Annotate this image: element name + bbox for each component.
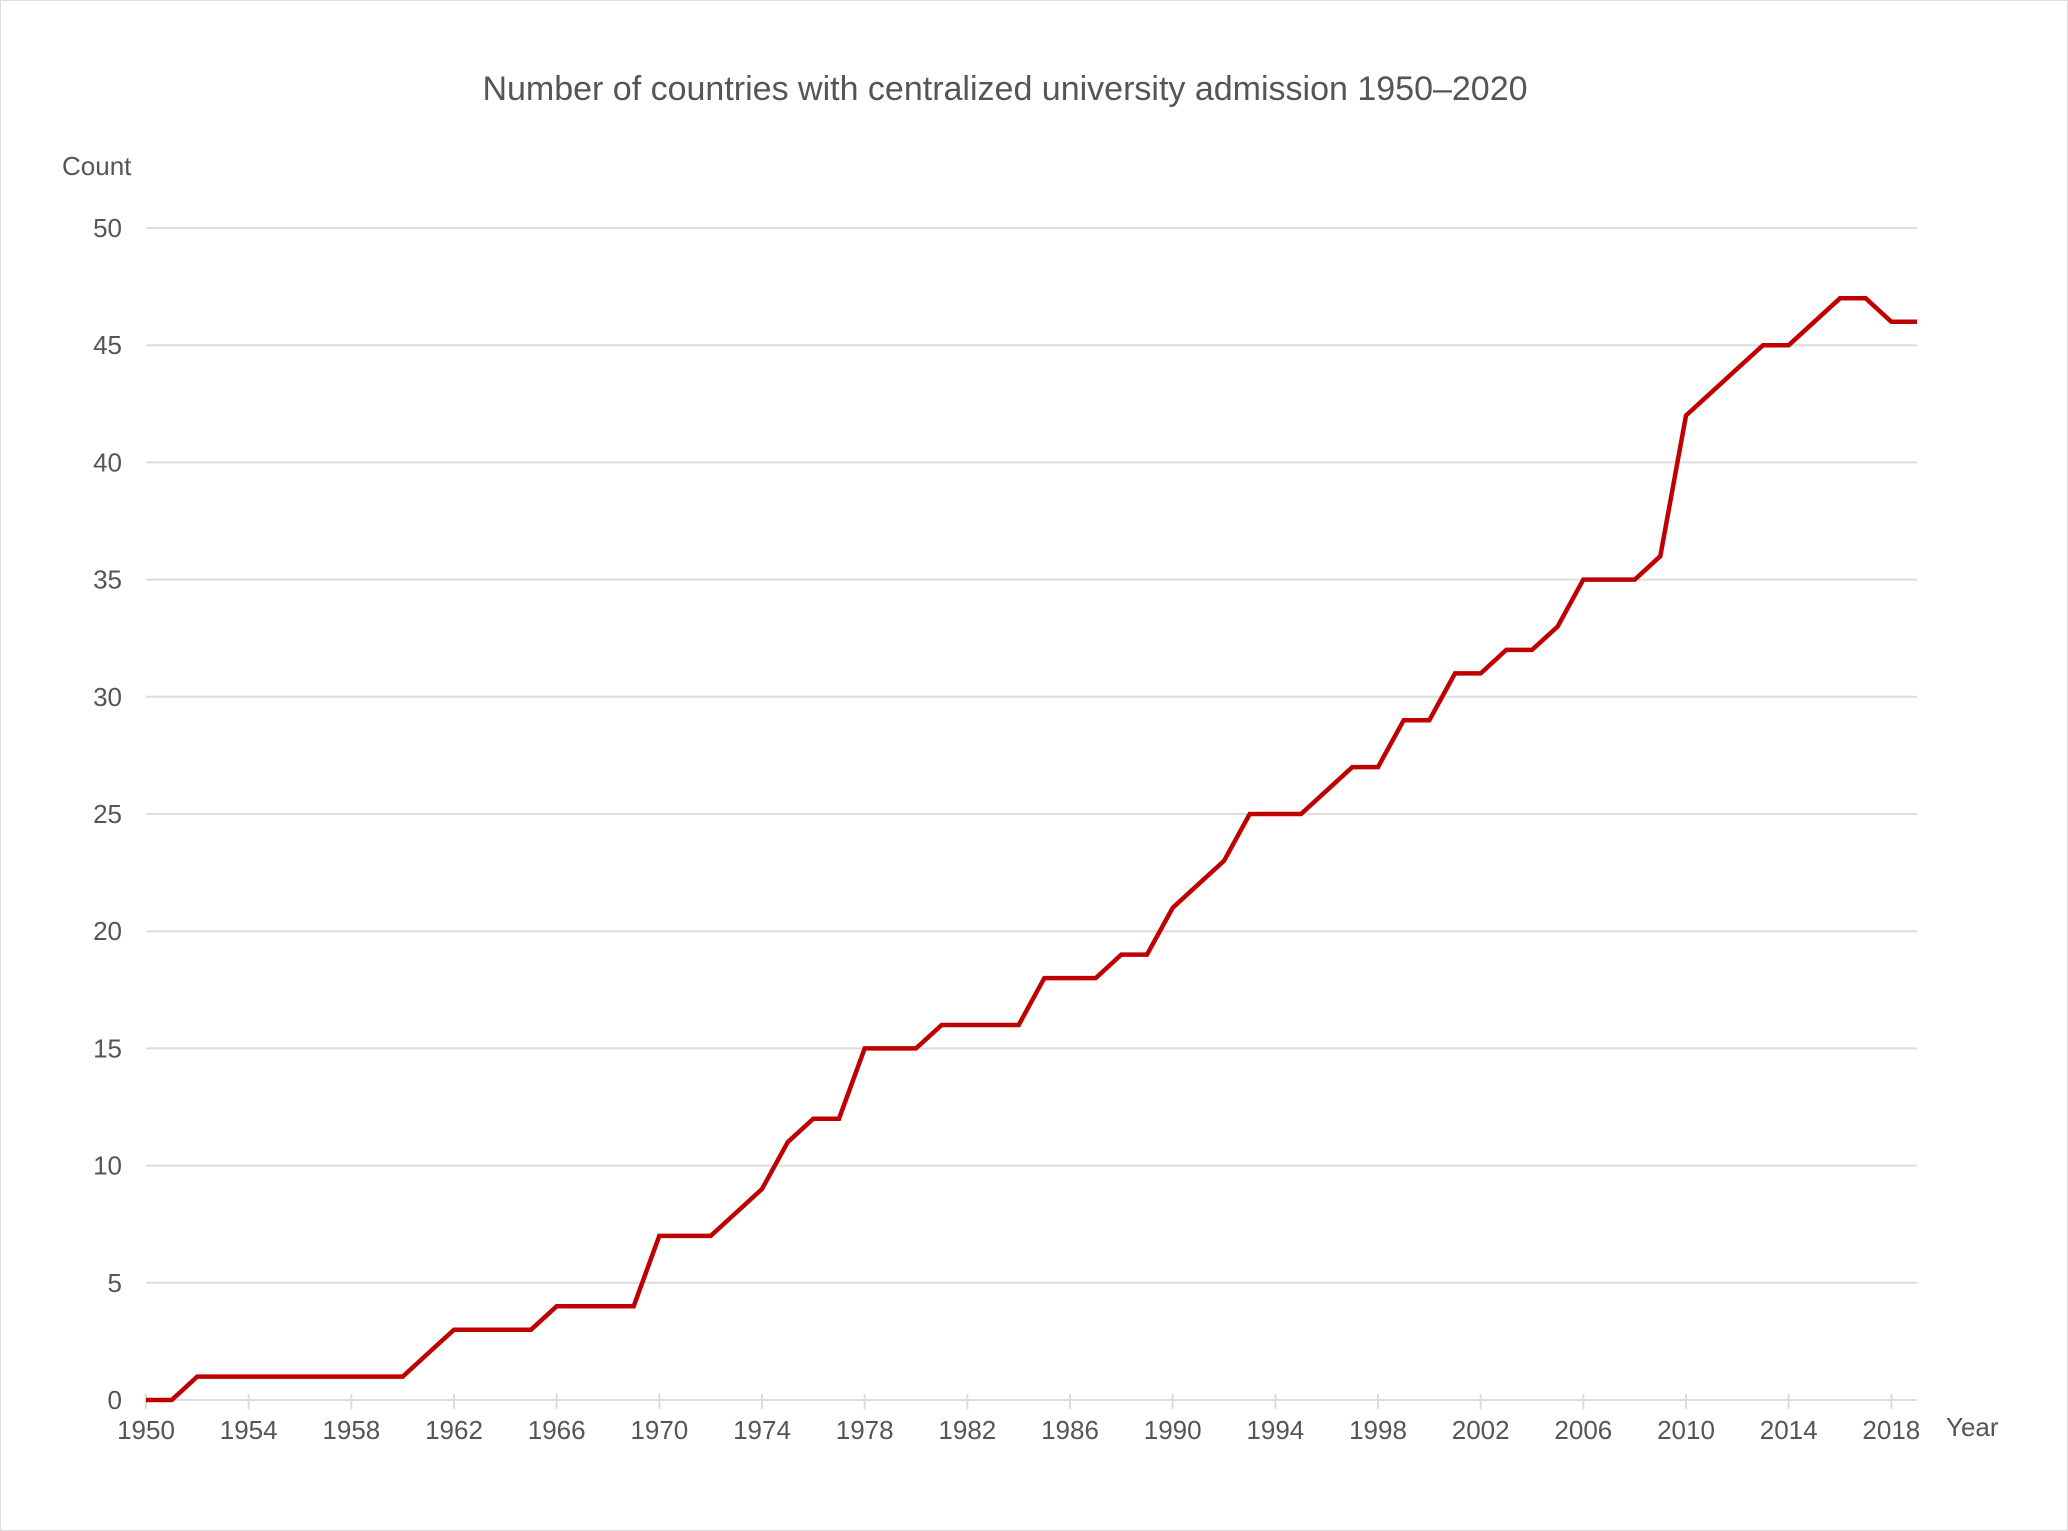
x-tick-label: 1986 bbox=[1041, 1415, 1099, 1445]
y-tick-label: 0 bbox=[108, 1385, 122, 1415]
x-tick-label: 2006 bbox=[1554, 1415, 1612, 1445]
y-tick-label: 45 bbox=[93, 330, 122, 360]
y-tick-label: 50 bbox=[93, 213, 122, 243]
x-tick-label: 2010 bbox=[1657, 1415, 1715, 1445]
y-tick-label: 15 bbox=[93, 1033, 122, 1063]
y-tick-label: 30 bbox=[93, 682, 122, 712]
x-tick-label: 2018 bbox=[1862, 1415, 1920, 1445]
x-tick-label: 1958 bbox=[322, 1415, 380, 1445]
x-tick-label: 1954 bbox=[220, 1415, 278, 1445]
x-ticks: 1950 1954 1958 1962 1966 1970 1974 1978 1982 1986… bbox=[117, 1394, 1920, 1445]
chart-title: Number of countries with centralized uni… bbox=[482, 70, 1527, 108]
x-tick-label: 1994 bbox=[1246, 1415, 1304, 1445]
x-tick-label: 1998 bbox=[1349, 1415, 1407, 1445]
x-tick-label: 1962 bbox=[425, 1415, 483, 1445]
x-tick-label: 1978 bbox=[836, 1415, 894, 1445]
x-tick-label: 1982 bbox=[938, 1415, 996, 1445]
y-tick-label: 35 bbox=[93, 565, 122, 595]
x-tick-label: 1974 bbox=[733, 1415, 791, 1445]
x-tick-label: 2002 bbox=[1452, 1415, 1510, 1445]
x-axis-label: Year bbox=[1946, 1412, 1999, 1442]
x-tick-label: 1966 bbox=[528, 1415, 586, 1445]
y-tick-label: 5 bbox=[108, 1268, 122, 1298]
gridlines bbox=[146, 227, 1917, 1401]
series-layer bbox=[146, 296, 1917, 1403]
y-tick-labels: 0 5 10 15 20 25 30 35 40 45 50 bbox=[93, 213, 122, 1415]
x-tick-label: 1990 bbox=[1144, 1415, 1202, 1445]
x-tick-label: 2014 bbox=[1760, 1415, 1818, 1445]
y-tick-label: 10 bbox=[93, 1151, 122, 1181]
y-tick-label: 20 bbox=[93, 916, 122, 946]
y-tick-label: 40 bbox=[93, 447, 122, 477]
y-axis-label: Count bbox=[62, 151, 132, 181]
x-tick-label: 1950 bbox=[117, 1415, 175, 1445]
x-tick-label: 1970 bbox=[630, 1415, 688, 1445]
y-tick-label: 25 bbox=[93, 799, 122, 829]
series-line-count bbox=[146, 296, 1917, 1403]
